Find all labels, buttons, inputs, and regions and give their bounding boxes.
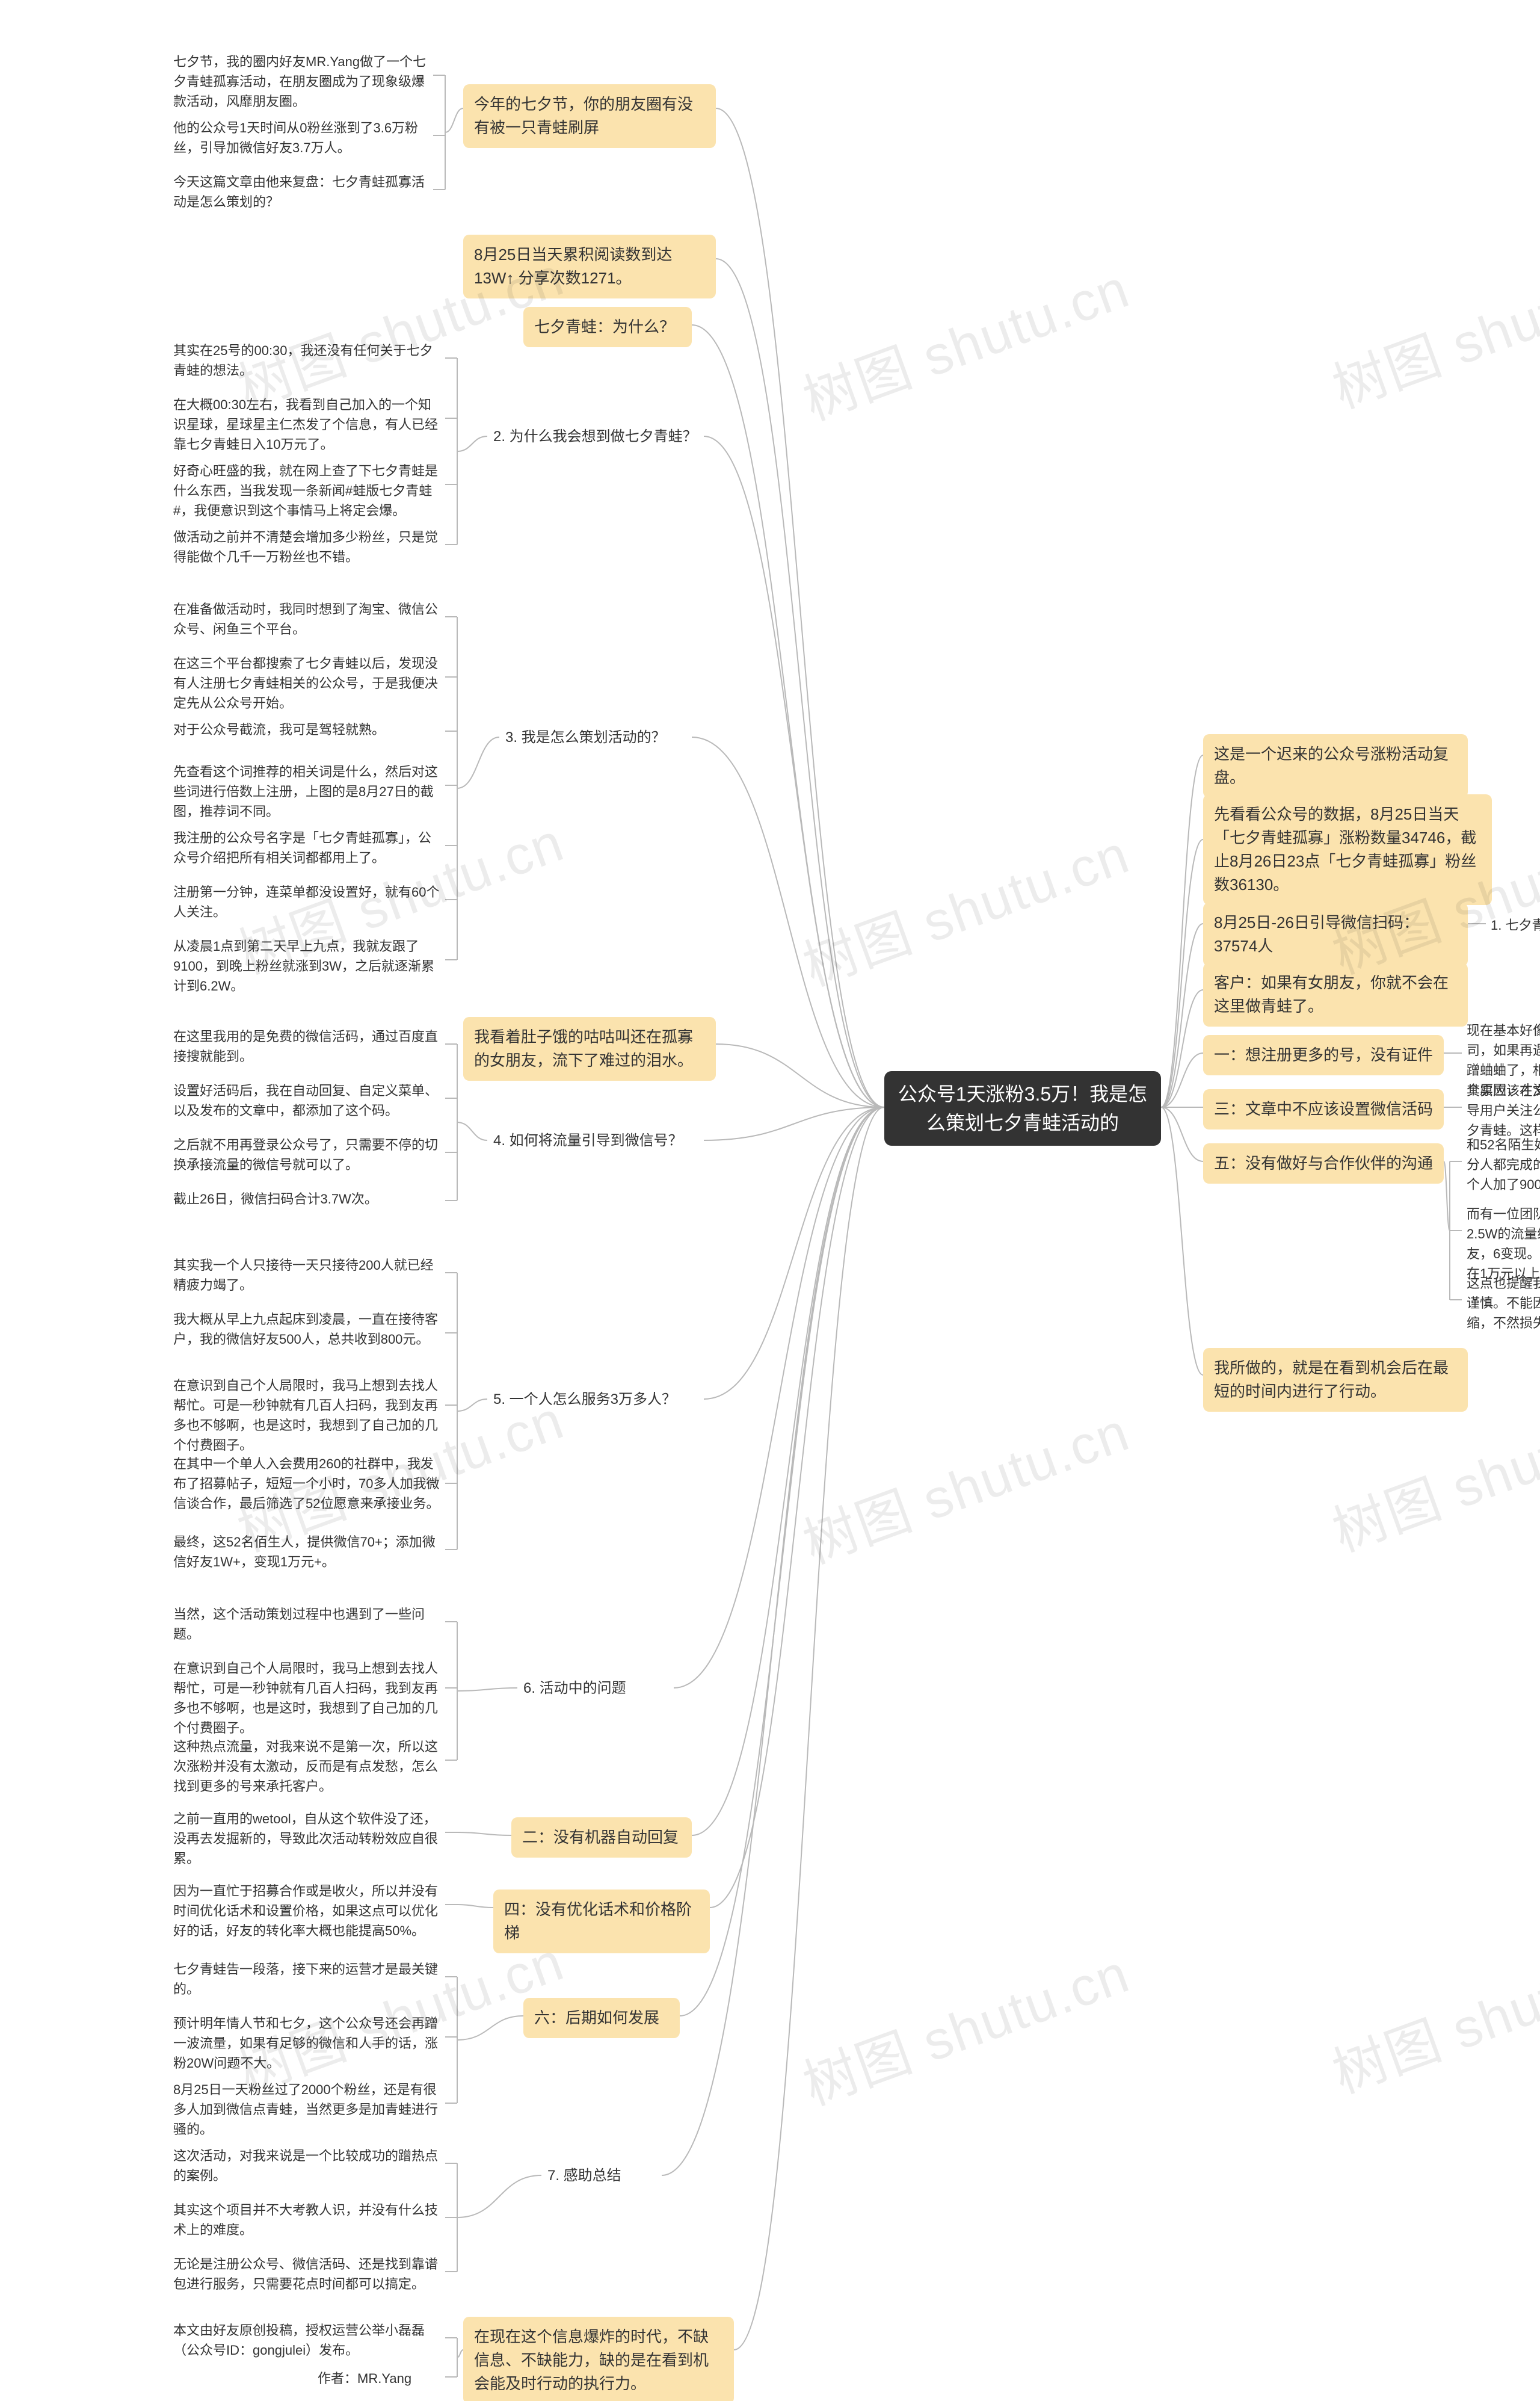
node-l7: 4. 如何将流量引导到微信号？ — [487, 1125, 704, 1157]
node-l5b: 在这三个平台都搜索了七夕青蛙以后，发现没有人注册七夕青蛙相关的公众号，于是我便决… — [168, 650, 445, 717]
node-r6: 三：文章中不应该设置微信活码 — [1203, 1089, 1444, 1129]
node-l5e: 我注册的公众号名字是「七夕青蛙孤寡」，公众号介绍把所有相关词都都用上了。 — [168, 824, 445, 871]
watermark: 树图 shutu.cn — [1320, 1918, 1540, 2108]
node-l5c: 对于公众号截流，我可是驾轻就熟。 — [168, 716, 445, 743]
node-l13: 7. 感助总结 — [541, 2160, 662, 2192]
watermark: 树图 shutu.cn — [791, 1930, 1138, 2120]
node-l1c: 今天这篇文章由他来复盘：七夕青蛙孤寡活动是怎么策划的？ — [168, 168, 433, 215]
node-l14: 在现在这个信息爆炸的时代，不缺信息、不缺能力，缺的是在看到机会能及时行动的执行力… — [463, 2317, 734, 2401]
node-l8a: 其实我一个人只接待一天只接待200人就已经精疲力竭了。 — [168, 1252, 445, 1299]
watermark: 树图 shutu.cn — [791, 245, 1138, 435]
node-l7a: 在这里我用的是免费的微信活码，通过百度直接搜就能到。 — [168, 1023, 445, 1070]
node-l4a: 其实在25号的00:30，我还没有任何关于七夕青蛙的想法。 — [168, 337, 445, 384]
node-r3a: 1. 七夕青蛙活动复盘 — [1486, 912, 1540, 939]
node-r3: 8月25日-26日引导微信扫码：37574人 — [1203, 903, 1468, 966]
node-l14a: 本文由好友原创投稿，授权运营公举小磊磊（公众号ID：gongjulei）发布。 — [168, 2317, 445, 2364]
node-l5d: 先查看这个词推荐的相关词是什么，然后对这些词进行倍数上注册，上图的是8月27日的… — [168, 758, 445, 825]
node-l8c: 在意识到自己个人局限时，我马上想到去找人帮忙。可是一秒钟就有几百人扫码，我到友再… — [168, 1372, 445, 1459]
node-r7a: 和52名陌生好友的合作属于第一次，大部分人都完成的很优秀，其中一个好友，两个人加… — [1462, 1131, 1540, 1198]
node-r7: 五：没有做好与合作伙伴的沟通 — [1203, 1143, 1444, 1184]
node-l11a: 因为一直忙于招募合作或是收火，所以并没有时间优化话术和设置价格，如果这点可以优化… — [168, 1877, 445, 1944]
node-l5: 3. 我是怎么策划活动的？ — [499, 722, 692, 753]
node-l13b: 其实这个项目并不大考教人识，并没有什么技术上的难度。 — [168, 2196, 445, 2243]
node-l5f: 注册第一分钟，连菜单都没设置好，就有60个人关注。 — [168, 879, 445, 925]
node-l5a: 在准备做活动时，我同时想到了淘宝、微信公众号、闲鱼三个平台。 — [168, 596, 445, 643]
node-l8: 5. 一个人怎么服务3万多人？ — [487, 1384, 704, 1415]
node-r8: 我所做的，就是在看到机会后在最短的时间内进行了行动。 — [1203, 1348, 1468, 1412]
node-l9c: 这种热点流量，对我来说不是第一次，所以这次涨粉并没有太激动，反而是有点发愁，怎么… — [168, 1733, 445, 1800]
mindmap-root: 公众号1天涨粉3.5万！我是怎么策划七夕青蛙活动的 — [884, 1071, 1161, 1146]
node-l4d: 做活动之前并不清楚会增加多少粉丝，只是觉得能做个几千一万粉丝也不错。 — [168, 524, 445, 570]
node-l14b: 作者：MR.Yang — [313, 2365, 445, 2392]
node-l3: 七夕青蛙：为什么？ — [523, 307, 692, 347]
node-l7d: 截止26日，微信扫码合计3.7W次。 — [168, 1185, 445, 1213]
node-l13a: 这次活动，对我来说是一个比较成功的蹭热点的案例。 — [168, 2142, 445, 2189]
node-l13c: 无论是注册公众号、微信活码、还是找到靠谱包进行服务，只需要花点时间都可以搞定。 — [168, 2251, 445, 2297]
node-l8b: 我大概从早上九点起床到凌晨，一直在接待客户，我的微信好友500人，总共收到800… — [168, 1306, 445, 1353]
node-l9a: 当然，这个活动策划过程中也遇到了一些问题。 — [168, 1601, 445, 1648]
node-l7b: 设置好活码后，我在自动回复、自定义菜单、以及发布的文章中，都添加了这个码。 — [168, 1077, 445, 1124]
node-l12b: 预计明年情人节和七夕，这个公众号还会再蹭一波流量，如果有足够的微信和人手的话，涨… — [168, 2010, 445, 2077]
node-l12: 六：后期如何发展 — [523, 1998, 680, 2038]
node-r2: 先看看公众号的数据，8月25日当天「七夕青蛙孤寡」涨粉数量34746，截止8月2… — [1203, 794, 1492, 905]
watermark: 树图 shutu.cn — [791, 811, 1138, 1001]
node-l9: 6. 活动中的问题 — [517, 1673, 674, 1704]
watermark: 树图 shutu.cn — [791, 1388, 1138, 1578]
node-l1a: 七夕节，我的圈内好友MR.Yang做了一个七夕青蛙孤寡活动，在朋友圈成为了现象级… — [168, 48, 433, 115]
node-l4c: 好奇心旺盛的我，就在网上查了下七夕青蛙是什么东西，当我发现一条新闻#蛙版七夕青蛙… — [168, 457, 445, 524]
node-l2: 8月25日当天累积阅读数到达13W↑ 分享次数1271。 — [463, 235, 716, 298]
node-l9b: 在意识到自己个人局限时，我马上想到去找人帮忙，可是一秒钟就有几百人扫码，我到友再… — [168, 1655, 445, 1741]
node-l1: 今年的七夕节，你的朋友圈有没有被一只青蛙刷屏 — [463, 84, 716, 148]
node-l1b: 他的公众号1天时间从0粉丝涨到了3.6万粉丝，引导加微信好友3.7万人。 — [168, 114, 433, 161]
node-l5g: 从凌晨1点到第二天早上九点，我就友跟了9100，到晚上粉丝就涨到3W，之后就逐渐… — [168, 933, 445, 1000]
node-l11: 四：没有优化话术和价格阶梯 — [493, 1890, 710, 1953]
node-l12c: 8月25日一天粉丝过了2000个粉丝，还是有很多人加到微信点青蛙，当然更多是加青… — [168, 2076, 445, 2143]
node-l8e: 最终，这52名佰生人，提供微信70+；添加微信好友1W+，变现1万元+。 — [168, 1528, 445, 1575]
node-l4b: 在大概00:30左右，我看到自己加入的一个知识星球，星球星主仁杰发了个信息，有人… — [168, 391, 445, 458]
node-l10: 二：没有机器自动回复 — [511, 1817, 692, 1858]
node-l4: 2. 为什么我会想到做七夕青蛙？ — [487, 421, 704, 453]
node-l8d: 在其中一个单人入会费用260的社群中，我发布了招募帖子，短短一个小时，70多人加… — [168, 1450, 445, 1517]
node-r4: 客户：如果有女朋友，你就不会在这里做青蛙了。 — [1203, 963, 1468, 1027]
node-l10a: 之前一直用的wetool，自从这个软件没了还，没再去发掘新的，导致此次活动转粉效… — [168, 1805, 445, 1872]
node-l7c: 之后就不用再登录公众号了，只需要不停的切换承接流量的微信号就可以了。 — [168, 1131, 445, 1178]
node-r5: 一：想注册更多的号，没有证件 — [1203, 1035, 1444, 1075]
watermark: 树图 shutu.cn — [1320, 233, 1540, 423]
node-r7c: 这点也提醒我们，越是重要的合作，越要谨慎。不能因为彼此的多次沟通，而伸缩，不然损… — [1462, 1270, 1540, 1336]
node-r1: 这是一个迟来的公众号涨粉活动复盘。 — [1203, 734, 1468, 798]
node-l6: 我看着肚子饿的咕咕叫还在孤寡的女朋友，流下了难过的泪水。 — [463, 1017, 716, 1081]
node-l12a: 七夕青蛙告一段落，接下来的运营才是最关键的。 — [168, 1956, 445, 2003]
